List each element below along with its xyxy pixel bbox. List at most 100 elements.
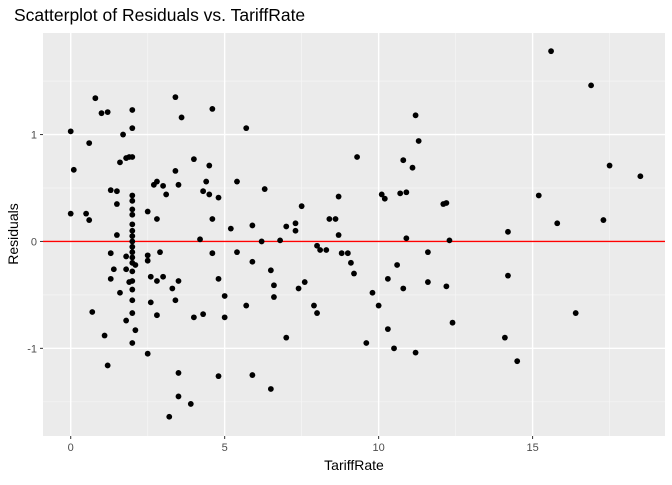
data-point [206, 191, 213, 198]
data-point [326, 216, 333, 222]
data-point [311, 302, 317, 309]
data-point [514, 358, 521, 365]
data-point [107, 187, 114, 194]
data-point [129, 107, 136, 113]
data-point [351, 270, 357, 277]
data-point [175, 393, 182, 400]
data-point [449, 319, 456, 326]
y-axis-label: Residuals [5, 203, 21, 264]
data-point [249, 258, 256, 265]
data-point [154, 278, 160, 284]
data-point [283, 334, 290, 341]
data-point [117, 289, 123, 296]
data-point [412, 112, 419, 119]
data-point [175, 181, 182, 188]
data-point [120, 131, 126, 138]
data-point [172, 94, 179, 101]
plot-panel [43, 33, 665, 436]
data-point [147, 273, 154, 280]
data-point [129, 340, 136, 346]
data-point [443, 283, 450, 290]
data-point [98, 110, 105, 117]
data-point [154, 312, 160, 319]
data-point [298, 203, 305, 210]
data-point [277, 237, 283, 244]
data-point [132, 262, 139, 268]
data-point [606, 162, 613, 169]
data-point [160, 182, 166, 189]
data-point [129, 154, 136, 160]
data-point [129, 297, 136, 304]
data-point [261, 186, 268, 192]
data-point [234, 249, 240, 256]
y-tick-label: 1 [31, 130, 37, 142]
data-point [86, 140, 93, 147]
data-point [425, 249, 431, 256]
data-point [295, 285, 302, 292]
data-point [129, 254, 136, 261]
data-point [129, 268, 136, 275]
data-point [104, 362, 111, 369]
data-point [129, 211, 136, 218]
data-point [86, 217, 93, 223]
data-point [271, 294, 277, 300]
data-point [144, 208, 151, 215]
data-point [267, 386, 274, 392]
data-point [348, 259, 354, 266]
data-points [67, 48, 644, 420]
data-point [187, 401, 194, 407]
data-point [335, 193, 342, 200]
data-point [67, 210, 74, 217]
data-point [89, 309, 96, 315]
data-point [178, 114, 185, 121]
data-point [234, 178, 240, 185]
data-point [157, 249, 163, 256]
data-point [243, 125, 250, 132]
data-point [535, 192, 542, 199]
data-point [354, 154, 360, 160]
x-tick-label: 0 [68, 442, 74, 454]
data-point [154, 178, 160, 185]
data-point [378, 191, 385, 198]
data-point [169, 285, 176, 292]
data-point [92, 95, 99, 102]
data-point [381, 195, 388, 202]
data-point [554, 220, 561, 227]
data-point [129, 206, 136, 213]
data-point [344, 250, 351, 257]
data-point [249, 372, 256, 378]
data-point [197, 236, 203, 243]
data-point [301, 279, 308, 285]
data-point [154, 216, 160, 222]
data-point [332, 216, 339, 222]
data-point [363, 340, 370, 346]
data-point [129, 238, 136, 245]
data-point [123, 253, 130, 260]
y-tick-label: 0 [31, 236, 37, 248]
data-point [200, 188, 207, 195]
data-point [375, 302, 382, 309]
data-point [501, 334, 508, 341]
data-point [101, 332, 108, 339]
data-point [443, 200, 450, 206]
data-point [172, 167, 179, 174]
data-point [110, 266, 117, 273]
data-point [446, 237, 453, 244]
data-point [415, 138, 422, 144]
data-point [403, 189, 410, 196]
data-point [107, 275, 114, 282]
data-point [391, 345, 397, 352]
data-point [117, 159, 123, 166]
data-point [403, 235, 410, 242]
data-point [129, 197, 136, 204]
data-point [166, 413, 173, 420]
x-tick-label: 5 [222, 442, 228, 454]
data-point [129, 310, 136, 316]
data-point [600, 217, 607, 223]
data-point [271, 282, 277, 289]
data-point [144, 252, 151, 259]
data-point [369, 289, 376, 296]
data-point [200, 311, 207, 318]
x-axis-label: TariffRate [324, 457, 384, 473]
